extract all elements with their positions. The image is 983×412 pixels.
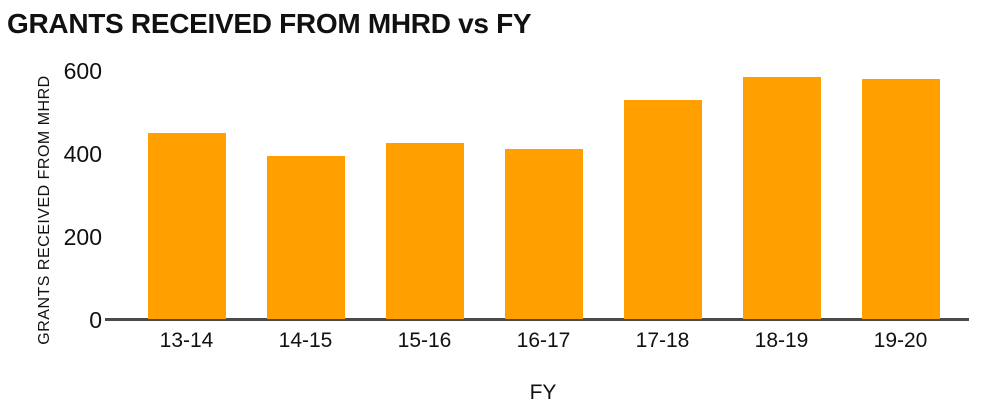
bar-13-14 xyxy=(147,133,226,319)
x-axis-line xyxy=(105,318,969,321)
bar-19-20 xyxy=(861,79,940,319)
chart-title: GRANTS RECEIVED FROM MHRD vs FY xyxy=(7,8,532,39)
x-tick-label: 18-19 xyxy=(754,329,809,352)
x-axis-title: FY xyxy=(529,381,557,404)
bar-15-16 xyxy=(385,143,464,319)
x-tick-label: 17-18 xyxy=(635,329,690,352)
bar-18-19 xyxy=(742,77,821,319)
y-axis-title: GRANTS RECEIVED FROM MHRD xyxy=(36,75,53,345)
x-tick-label: 16-17 xyxy=(516,329,571,352)
x-tick-label: 19-20 xyxy=(873,329,928,352)
y-tick-label: 200 xyxy=(63,223,102,250)
bar-17-18 xyxy=(623,100,702,319)
y-tick-label: 600 xyxy=(63,58,102,85)
y-tick-label: 0 xyxy=(89,306,102,333)
x-tick-label: 13-14 xyxy=(159,329,214,352)
y-tick-label: 400 xyxy=(63,140,102,167)
x-tick-label: 15-16 xyxy=(397,329,452,352)
bar-16-17 xyxy=(504,149,583,319)
x-tick-label: 14-15 xyxy=(278,329,333,352)
bar-14-15 xyxy=(266,156,345,319)
